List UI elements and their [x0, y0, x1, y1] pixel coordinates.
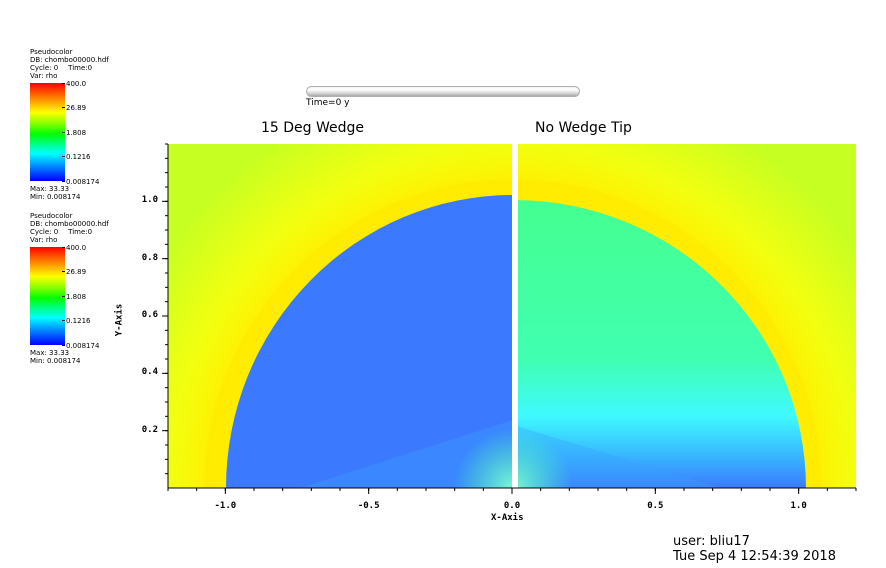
x-axis-label: X-Axis	[491, 513, 524, 523]
colorbar-tick: 26.89	[61, 104, 87, 112]
time-slider-label: Time=0 y	[306, 98, 350, 108]
legend-min: Min: 0.008174	[30, 193, 81, 201]
y-tick-label: 0.8	[141, 252, 158, 263]
colorbar	[30, 247, 65, 345]
colorbar-tick: 0.008174	[61, 178, 100, 186]
colorbar-tick: 0.1216	[62, 317, 91, 325]
y-tick-label: 0.6	[141, 310, 158, 320]
legend-var: Var: rho	[30, 72, 58, 80]
y-ticks	[162, 143, 168, 475]
y-tick-label: 1.0	[141, 195, 158, 206]
legend-max: Max: 33.33	[30, 349, 70, 357]
colorbar	[30, 83, 65, 181]
legend-db: DB: chombo00000.hdf	[30, 56, 109, 64]
legend-var: Var: rho	[30, 236, 58, 244]
panel-title-right: No Wedge Tip	[535, 120, 632, 136]
colorbar-tick: 0.008174	[61, 342, 100, 350]
y-axis-label: Y-Axis	[114, 303, 125, 337]
legend-plot-type: Pseudocolor	[30, 48, 73, 56]
legend-cycle: Cycle: 0	[30, 228, 59, 236]
legend-time: Time:0	[68, 228, 93, 236]
legend-plot-type: Pseudocolor	[30, 212, 73, 220]
y-tick-label: 0.2	[141, 424, 158, 435]
x-tick-label: 0.0	[503, 501, 521, 511]
legend-header: Pseudocolor DB: chombo00000.hdf Cycle: 0…	[30, 48, 150, 80]
right-core-region	[513, 199, 806, 488]
left-core-region	[226, 195, 513, 488]
x-tick-label: 1.0	[790, 501, 807, 511]
date-label: Tue Sep 4 12:54:39 2018	[673, 549, 836, 564]
legend-cycle: Cycle: 0	[30, 64, 59, 72]
colorbar-tick: 26.89	[61, 268, 87, 276]
panel-title-left: 15 Deg Wedge	[261, 120, 365, 136]
colorbar-tick: 400.0	[61, 244, 87, 252]
legend-header: Pseudocolor DB: chombo00000.hdf Cycle: 0…	[30, 212, 150, 244]
x-tick-label: -1.0	[214, 501, 237, 511]
time-slider[interactable]	[306, 86, 580, 97]
panel-divider	[512, 144, 518, 488]
x-ticks	[167, 488, 857, 494]
legend-db: DB: chombo00000.hdf	[30, 220, 109, 228]
y-tick-label: 0.4	[141, 367, 158, 378]
colorbar-tick: 1.808	[61, 293, 87, 301]
colorbar-tick: 400.0	[61, 80, 87, 88]
legend-time: Time:0	[68, 64, 93, 72]
x-tick-label: 0.5	[647, 501, 664, 511]
legend-min: Min: 0.008174	[30, 357, 81, 365]
legend-max: Max: 33.33	[30, 185, 70, 193]
colorbar-tick: 1.808	[61, 129, 87, 137]
user-label: user: bliu17	[673, 534, 750, 549]
colorbar-tick: 0.1216	[62, 153, 91, 161]
x-tick-label: -0.5	[357, 501, 380, 511]
